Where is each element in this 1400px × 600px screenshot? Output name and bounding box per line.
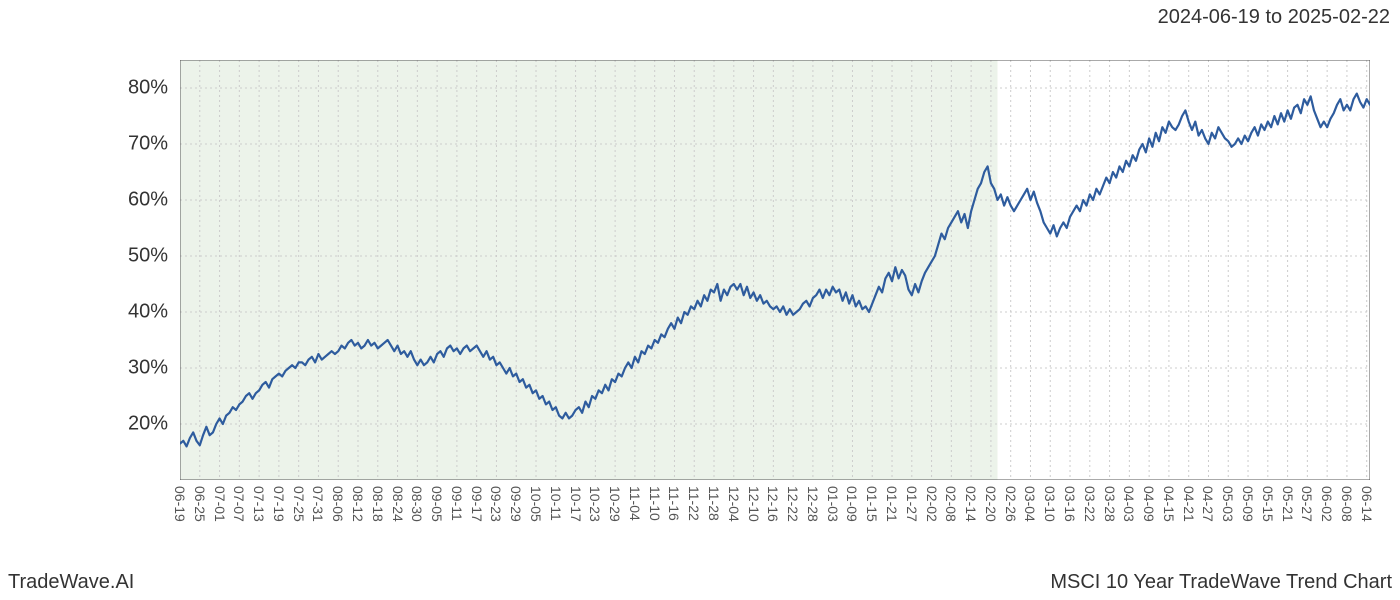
xtick-label: 11-28 bbox=[706, 486, 722, 521]
xtick-label: 04-27 bbox=[1200, 486, 1216, 522]
xtick-label: 01-15 bbox=[864, 486, 880, 522]
xtick-label: 07-19 bbox=[271, 486, 287, 522]
xtick-label: 07-07 bbox=[231, 486, 247, 522]
xtick-label: 10-17 bbox=[568, 486, 584, 522]
xtick-label: 09-29 bbox=[508, 486, 524, 522]
xtick-label: 01-03 bbox=[825, 486, 841, 522]
xtick-label: 06-14 bbox=[1359, 486, 1375, 522]
xtick-label: 12-28 bbox=[805, 486, 821, 522]
xtick-label: 02-20 bbox=[983, 486, 999, 522]
xtick-label: 01-09 bbox=[844, 486, 860, 522]
xtick-label: 12-10 bbox=[746, 486, 762, 522]
ytick-label: 50% bbox=[0, 245, 168, 268]
xtick-label: 10-11 bbox=[548, 486, 564, 521]
brand-label: TradeWave.AI bbox=[8, 571, 134, 594]
xtick-label: 11-10 bbox=[647, 486, 663, 521]
plot-svg bbox=[180, 60, 1370, 480]
xtick-label: 08-30 bbox=[409, 486, 425, 522]
ytick-label: 30% bbox=[0, 357, 168, 380]
ytick-label: 60% bbox=[0, 189, 168, 212]
xtick-label: 03-04 bbox=[1022, 486, 1038, 522]
xtick-label: 07-13 bbox=[251, 486, 267, 522]
xtick-label: 07-01 bbox=[212, 486, 228, 522]
xtick-label: 08-24 bbox=[390, 486, 406, 522]
ytick-label: 20% bbox=[0, 413, 168, 436]
xtick-label: 02-08 bbox=[943, 486, 959, 522]
xtick-label: 02-14 bbox=[963, 486, 979, 522]
xtick-label: 08-06 bbox=[330, 486, 346, 522]
xtick-label: 03-10 bbox=[1042, 486, 1058, 522]
xtick-label: 05-09 bbox=[1240, 486, 1256, 522]
plot-area bbox=[180, 60, 1370, 480]
chart-title: MSCI 10 Year TradeWave Trend Chart bbox=[1050, 571, 1392, 594]
ytick-label: 80% bbox=[0, 77, 168, 100]
ytick-label: 40% bbox=[0, 301, 168, 324]
xtick-label: 09-11 bbox=[449, 486, 465, 521]
xtick-label: 01-21 bbox=[884, 486, 900, 522]
xtick-label: 06-25 bbox=[192, 486, 208, 522]
xtick-label: 12-16 bbox=[765, 486, 781, 522]
xtick-label: 09-17 bbox=[469, 486, 485, 522]
xtick-label: 12-04 bbox=[726, 486, 742, 522]
xtick-label: 08-18 bbox=[370, 486, 386, 522]
xtick-label: 10-05 bbox=[528, 486, 544, 522]
xtick-label: 06-02 bbox=[1319, 486, 1335, 522]
xtick-label: 03-28 bbox=[1102, 486, 1118, 522]
xtick-label: 11-16 bbox=[666, 486, 682, 521]
ytick-label: 70% bbox=[0, 133, 168, 156]
xtick-label: 05-27 bbox=[1299, 486, 1315, 522]
xtick-label: 01-27 bbox=[904, 486, 920, 522]
xtick-label: 07-25 bbox=[291, 486, 307, 522]
xtick-label: 06-08 bbox=[1339, 486, 1355, 522]
xtick-label: 05-03 bbox=[1220, 486, 1236, 522]
xtick-label: 05-21 bbox=[1280, 486, 1296, 522]
xtick-label: 10-29 bbox=[607, 486, 623, 522]
xtick-label: 02-26 bbox=[1003, 486, 1019, 522]
xtick-label: 10-23 bbox=[587, 486, 603, 522]
xtick-label: 03-16 bbox=[1062, 486, 1078, 522]
xtick-label: 04-09 bbox=[1141, 486, 1157, 522]
xtick-label: 04-15 bbox=[1161, 486, 1177, 522]
xtick-label: 02-02 bbox=[924, 486, 940, 522]
date-range-label: 2024-06-19 to 2025-02-22 bbox=[1158, 6, 1390, 29]
chart-container: 2024-06-19 to 2025-02-22 TradeWave.AI MS… bbox=[0, 0, 1400, 600]
xtick-label: 05-15 bbox=[1260, 486, 1276, 522]
xtick-label: 07-31 bbox=[310, 486, 326, 522]
xtick-label: 03-22 bbox=[1082, 486, 1098, 522]
xtick-label: 12-22 bbox=[785, 486, 801, 522]
xtick-label: 09-23 bbox=[488, 486, 504, 522]
xtick-label: 11-22 bbox=[686, 486, 702, 521]
xtick-label: 04-03 bbox=[1121, 486, 1137, 522]
xtick-label: 11-04 bbox=[627, 486, 643, 521]
xtick-label: 08-12 bbox=[350, 486, 366, 522]
xtick-label: 09-05 bbox=[429, 486, 445, 522]
xtick-label: 04-21 bbox=[1181, 486, 1197, 522]
xtick-label: 06-19 bbox=[172, 486, 188, 522]
